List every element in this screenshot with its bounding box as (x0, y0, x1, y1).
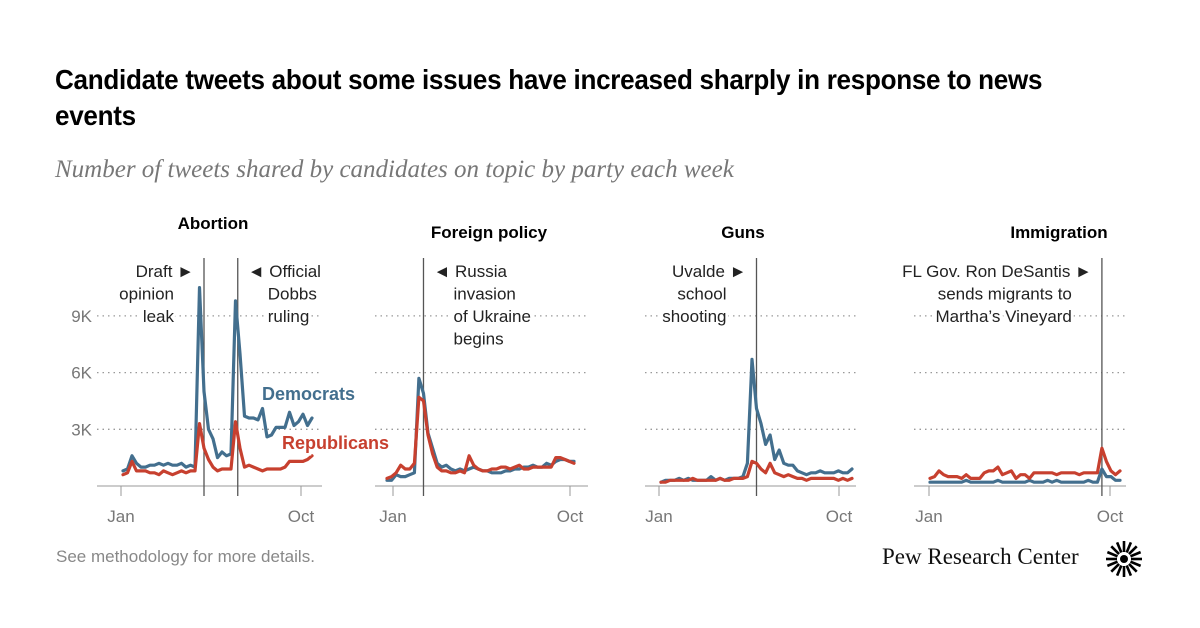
event-annotation: sends migrants to (938, 285, 1072, 304)
event-annotation: ◄ Russia (433, 262, 507, 281)
logo-ray (1128, 545, 1138, 555)
series-line-republicans (659, 459, 854, 484)
panel-title: Foreign policy (431, 223, 548, 242)
series-line-republicans (385, 395, 576, 480)
event-annotation: Martha’s Vineyard (936, 307, 1072, 326)
series-line-democrats (659, 357, 854, 484)
y-tick-label: 9K (71, 307, 92, 326)
logo-ray (1129, 560, 1142, 568)
event-annotation: FL Gov. Ron DeSantis ► (902, 262, 1092, 281)
chart-subtitle: Number of tweets shared by candidates on… (55, 156, 734, 183)
x-tick-label: Oct (557, 507, 584, 526)
panel-immigration: Immigration Jan Oct FL Gov. Ron DeSantis ► s… (899, 223, 1126, 526)
pew-sunburst-logo-icon (1106, 541, 1142, 577)
x-tick-label: Jan (645, 507, 672, 526)
panel-title: Guns (721, 223, 764, 242)
event-annotation: school (677, 285, 726, 304)
event-annotation: begins (453, 330, 503, 349)
panels: Abortion Jan Oct Draft ► opinion leak ◄ Offici… (97, 214, 1126, 526)
brand-name: Pew Research Center (882, 544, 1079, 569)
series-line-democrats (121, 286, 314, 473)
logo-ray (1110, 563, 1120, 573)
methodology-note: See methodology for more details. (56, 547, 315, 566)
event-annotation: Dobbs (268, 285, 317, 304)
panel-title: Immigration (1010, 223, 1107, 242)
event-annotation: invasion (453, 285, 515, 304)
event-annotation: Draft ► (136, 262, 194, 281)
event-annotation: shooting (662, 307, 726, 326)
x-tick-label: Jan (379, 507, 406, 526)
legend-republicans: Republicans (282, 433, 389, 453)
event-annotation: ruling (268, 307, 310, 326)
event-annotation: Uvalde ► (672, 262, 746, 281)
event-annotation: leak (143, 307, 175, 326)
chart-title: Candidate tweets about some issues have … (55, 64, 1043, 131)
event-annotation: of Ukraine (453, 307, 530, 326)
y-tick-label: 3K (71, 420, 92, 439)
panel-abortion: Abortion Jan Oct Draft ► opinion leak ◄ Offici… (97, 214, 392, 526)
series-line-republicans (121, 420, 314, 477)
y-tick-label: 6K (71, 364, 92, 383)
logo-ray (1125, 564, 1133, 577)
logo-ray (1125, 541, 1133, 554)
logo-ray (1115, 564, 1123, 577)
panel-foreign-policy: Foreign policy Jan Oct ◄ Russia invasion of U… (375, 223, 588, 526)
logo-ray (1106, 560, 1119, 568)
logo-ray (1106, 550, 1119, 558)
x-tick-label: Jan (915, 507, 942, 526)
y-axis-labels: 3K 6K 9K (71, 307, 92, 439)
series-line-democrats (928, 467, 1122, 484)
x-tick-label: Jan (107, 507, 134, 526)
logo-ray (1129, 550, 1142, 558)
series-line-republicans (928, 446, 1122, 480)
event-annotation: opinion (119, 285, 174, 304)
legend-democrats: Democrats (262, 384, 355, 404)
event-annotation: ◄ Official (248, 262, 321, 281)
x-tick-label: Oct (1097, 507, 1124, 526)
x-tick-label: Oct (826, 507, 853, 526)
x-tick-label: Oct (288, 507, 315, 526)
logo-ray (1115, 541, 1123, 554)
logo-ray (1110, 545, 1120, 555)
panel-title: Abortion (178, 214, 249, 233)
logo-ray (1128, 563, 1138, 573)
panel-guns: Guns Jan Oct Uvalde ► school shooting (645, 223, 856, 526)
